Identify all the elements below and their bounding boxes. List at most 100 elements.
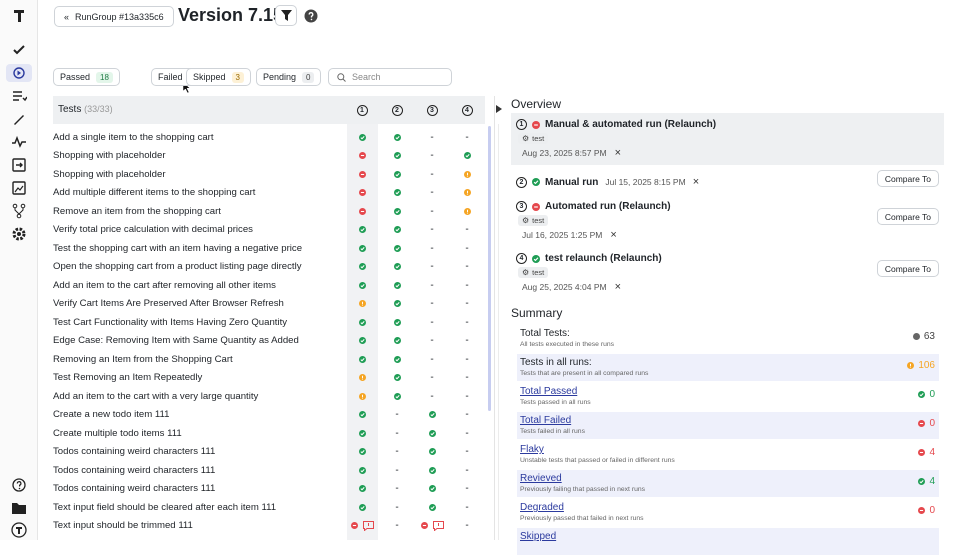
collapse-toggle[interactable] [496, 105, 502, 113]
help-icon[interactable] [11, 477, 27, 493]
tests-title-wrap: Tests (33/33) [58, 104, 113, 115]
summary-label[interactable]: Skipped [520, 531, 556, 542]
status-cell: - [452, 276, 482, 294]
run-name: Manual run [545, 177, 598, 188]
status-cell: - [452, 480, 482, 498]
remove-run[interactable]: × [615, 147, 621, 159]
status-cell [382, 295, 412, 313]
nav-icon[interactable] [11, 88, 27, 104]
comment-icon[interactable] [433, 521, 444, 531]
test-name: Shopping with placeholder [53, 150, 166, 161]
compare-button[interactable]: Compare To [877, 208, 939, 225]
status-icon [913, 333, 920, 340]
nav-icon[interactable] [11, 203, 27, 219]
run-title-line: 1Manual & automated run (Relaunch) [516, 119, 716, 130]
status-icon [359, 356, 366, 363]
summary-item[interactable]: DegradedPreviously passed that failed in… [517, 499, 939, 526]
tag-label: test [532, 268, 544, 277]
summary-count-value: 4 [929, 476, 935, 487]
nav-icon[interactable] [11, 134, 27, 150]
status-none: - [395, 409, 398, 420]
status-icon [394, 208, 401, 215]
nav-icon[interactable] [11, 111, 27, 127]
summary-label[interactable]: Total Passed [520, 386, 577, 397]
filter-button[interactable]: Pending0 [256, 68, 321, 86]
remove-run[interactable]: × [615, 281, 621, 293]
summary-item[interactable]: RevievedPreviously failing that passed i… [517, 470, 939, 497]
status-cell: - [382, 517, 412, 535]
compare-button[interactable]: Compare To [877, 260, 939, 277]
search-input[interactable]: Search [328, 68, 452, 86]
column-number: 3 [427, 105, 438, 116]
tag-icon: ⚙ [522, 268, 529, 277]
nav-icon[interactable] [11, 157, 27, 173]
test-name: Todos containing weird characters 111 [53, 483, 215, 494]
status-none: - [465, 224, 468, 235]
status-none: - [465, 317, 468, 328]
status-cell [347, 332, 377, 350]
status-icon [359, 263, 366, 270]
summary-label[interactable]: Degraded [520, 502, 564, 513]
status-none: - [430, 243, 433, 254]
status-none: - [430, 298, 433, 309]
filter-button[interactable] [275, 5, 297, 26]
status-none: - [465, 335, 468, 346]
summary-label: Total Tests: [520, 328, 570, 339]
remove-run[interactable]: × [610, 229, 616, 241]
tests-count: (33/33) [84, 104, 113, 114]
nav-icon[interactable] [11, 180, 27, 196]
comment-icon[interactable] [363, 521, 374, 531]
summary-item[interactable]: Total PassedTests passed in all runs0 [517, 383, 939, 410]
status-cell [347, 517, 377, 535]
nav-icon[interactable] [11, 226, 27, 242]
compare-button[interactable]: Compare To [877, 170, 939, 187]
run-card[interactable]: 3Automated run (Relaunch)⚙testJul 16, 20… [511, 195, 944, 247]
status-icon [359, 319, 366, 326]
status-cell: - [417, 184, 447, 202]
summary-label[interactable]: Total Failed [520, 415, 571, 426]
folder-icon[interactable] [11, 500, 27, 516]
column-number: 2 [392, 105, 403, 116]
status-cell: - [417, 313, 447, 331]
account-icon[interactable] [11, 522, 27, 538]
summary-count-value: 0 [929, 505, 935, 516]
nav-icon[interactable] [11, 42, 27, 58]
status-cell [382, 165, 412, 183]
status-cell: - [417, 128, 447, 146]
logo[interactable] [11, 8, 27, 24]
summary-label[interactable]: Flaky [520, 444, 544, 455]
status-cell [347, 369, 377, 387]
run-card[interactable]: 2Manual runJul 15, 2025 8:15 PM×Compare … [511, 170, 944, 192]
summary-item[interactable]: Total FailedTests failed in all runs0 [517, 412, 939, 439]
test-name: Removing an Item from the Shopping Cart [53, 354, 233, 365]
summary-item[interactable]: FlakyUnstable tests that passed or faile… [517, 441, 939, 468]
status-icon [464, 189, 471, 196]
summary-item[interactable]: Skipped [517, 528, 939, 555]
summary-count: 106 [907, 360, 935, 371]
run-card[interactable]: 4test relaunch (Relaunch)⚙testAug 25, 20… [511, 247, 944, 299]
summary-label[interactable]: Revieved [520, 473, 562, 484]
run-card[interactable]: 1Manual & automated run (Relaunch)⚙testA… [511, 113, 944, 165]
tag-label: test [532, 134, 544, 143]
summary-item: Total Tests:All tests executed in these … [517, 325, 939, 352]
run-date-line: Jul 16, 2025 1:25 PM× [520, 229, 617, 241]
status-none: - [430, 132, 433, 143]
filter-button[interactable]: Skipped3 [186, 68, 251, 86]
summary-label: Tests in all runs: [520, 357, 592, 368]
status-cell: - [382, 498, 412, 516]
test-name: Test Cart Functionality with Items Havin… [53, 317, 287, 328]
summary-item: Tests in all runs:Tests that are present… [517, 354, 939, 381]
status-cell: - [452, 313, 482, 331]
help-button[interactable] [304, 9, 318, 23]
status-none: - [430, 335, 433, 346]
remove-run[interactable]: × [693, 176, 699, 188]
back-button[interactable]: «RunGroup #13a335c6 [54, 6, 174, 27]
status-cell: - [452, 239, 482, 257]
summary-description: Tests failed in all runs [520, 428, 585, 435]
status-cell [347, 295, 377, 313]
nav-icon-active[interactable] [6, 64, 32, 82]
status-cell: - [417, 369, 447, 387]
status-none: - [430, 391, 433, 402]
status-cell: - [417, 239, 447, 257]
filter-button[interactable]: Passed18 [53, 68, 120, 86]
